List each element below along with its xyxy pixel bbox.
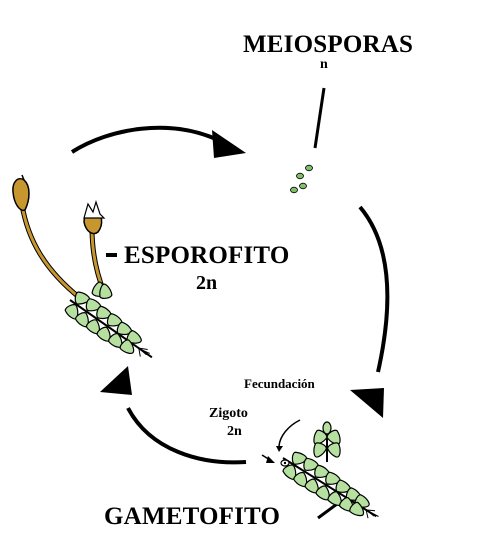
arrow-top: [70, 125, 219, 154]
spores: [290, 164, 313, 194]
arrow-right: [358, 205, 390, 373]
fecundacion-label: Fecundación: [244, 376, 315, 391]
esporofito-ploidy-label: 2n: [196, 272, 218, 294]
meiosporas-ploidy-label: n: [320, 57, 328, 72]
meiosporas-label: MEIOSPORAS: [243, 31, 414, 58]
zigoto-label: Zigoto: [209, 406, 248, 421]
esporofito-label: ESPOROFITO: [124, 242, 290, 269]
gametofito-pointer: [317, 502, 338, 520]
cycle-arrows: [70, 87, 390, 520]
arrow-top-head: [212, 130, 246, 158]
gametophyte-plant: [280, 421, 379, 520]
sporophyte-plant: [12, 174, 153, 359]
fecundacion-arrow: [278, 419, 301, 447]
gametofito-label: GAMETOFITO: [104, 503, 281, 530]
zigoto-ploidy-label: 2n: [227, 424, 242, 439]
arrow-bottom: [126, 407, 247, 465]
arrow-left-head: [100, 366, 132, 395]
meiosporas-pointer: [313, 87, 326, 149]
arrow-right-head: [350, 388, 384, 418]
